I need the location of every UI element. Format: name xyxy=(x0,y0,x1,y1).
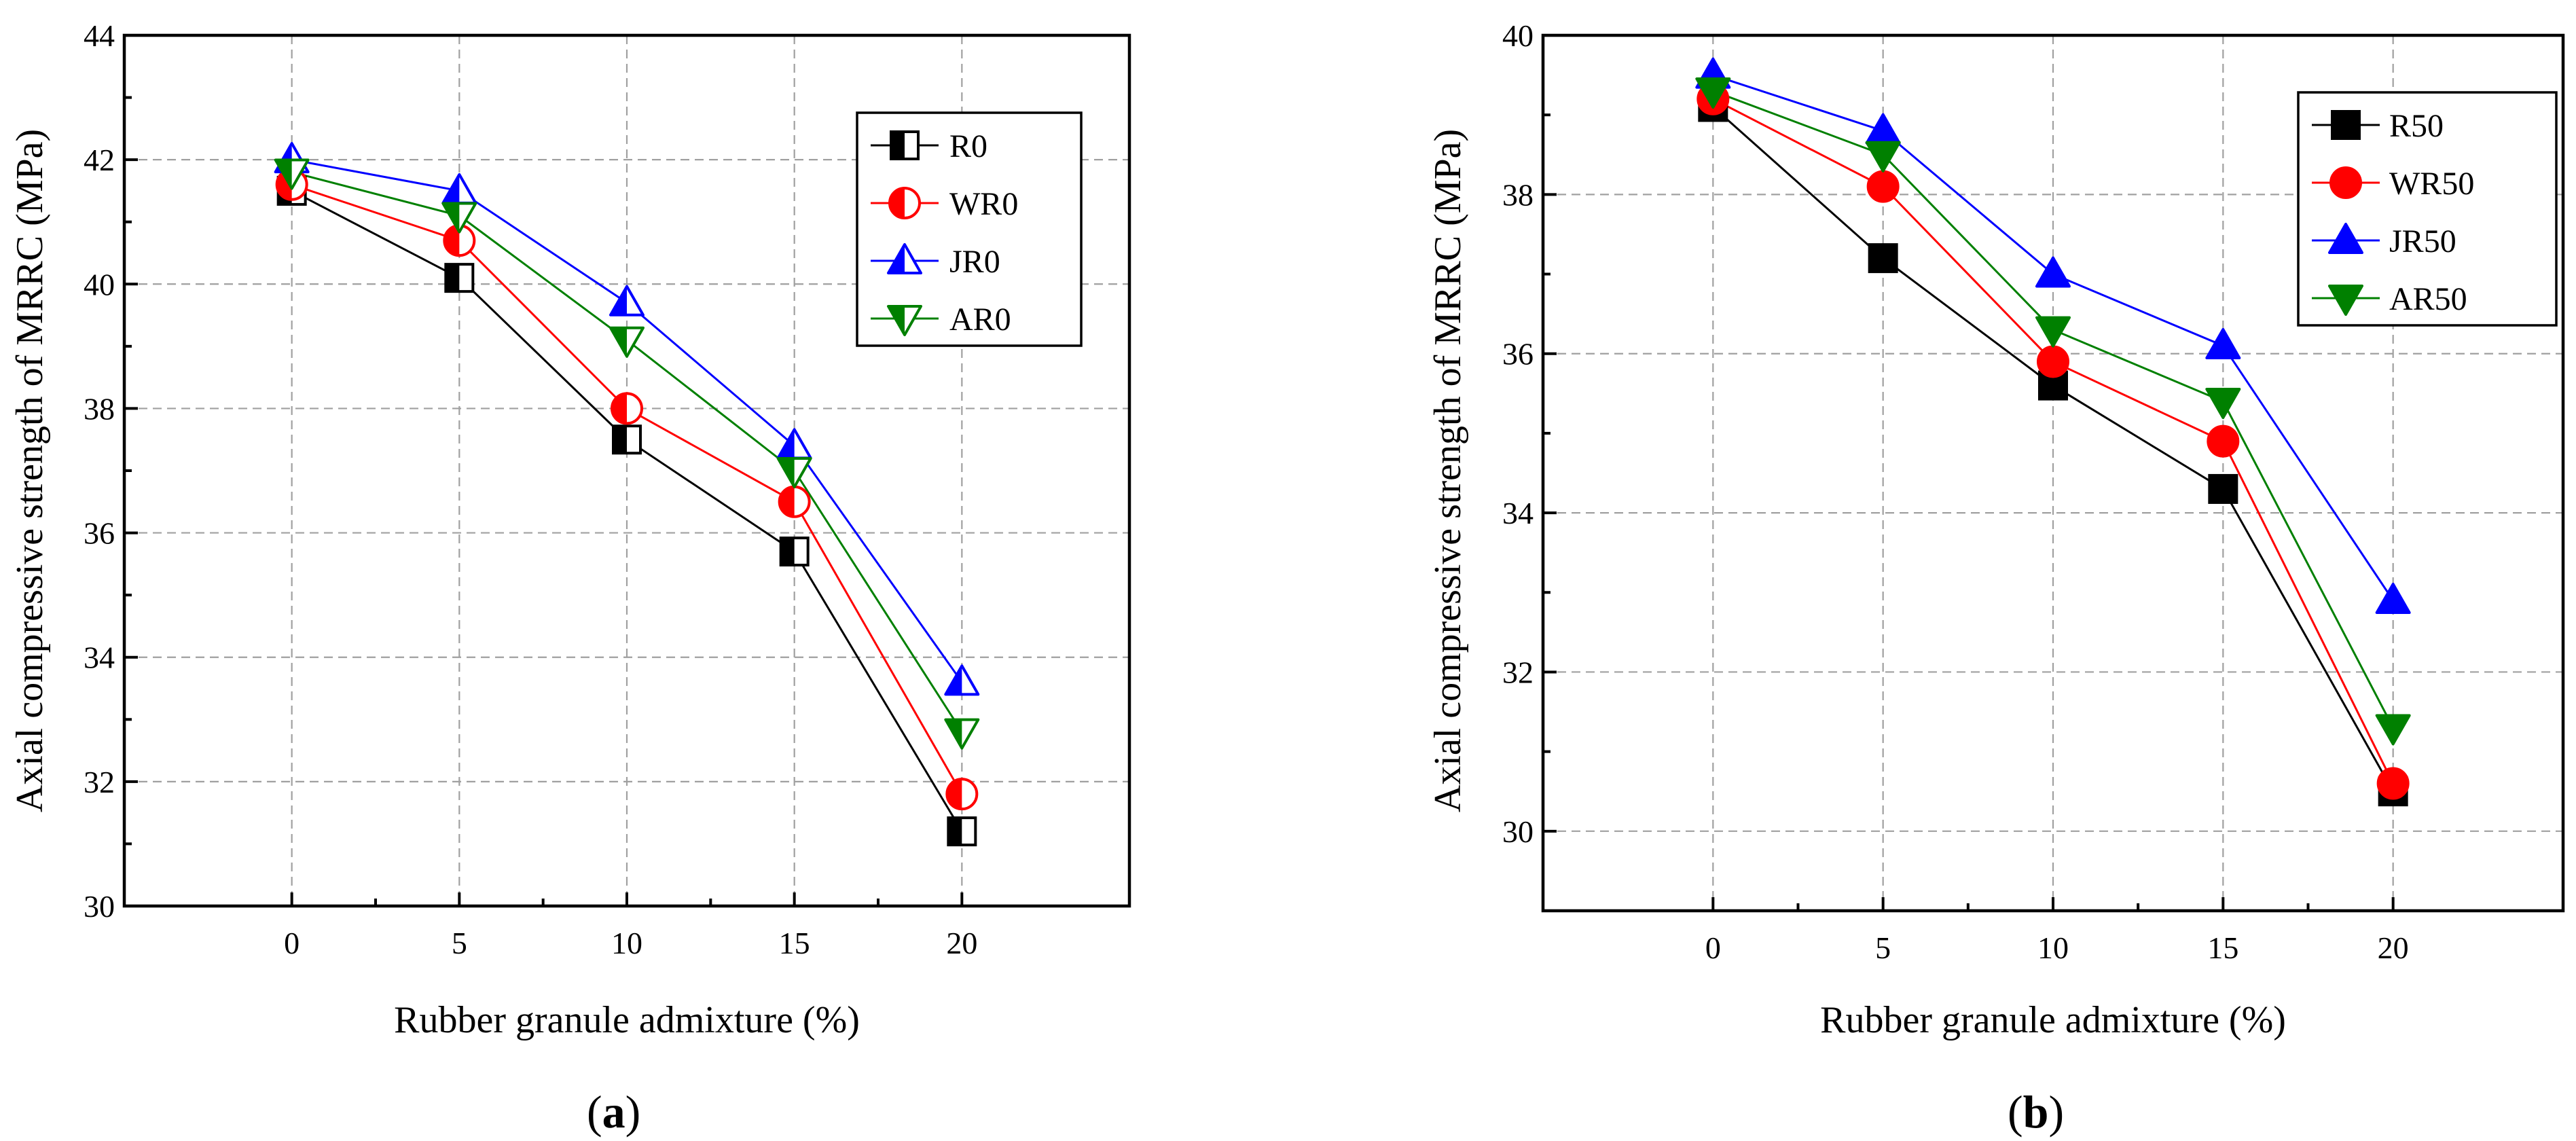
x-tick-label: 15 xyxy=(2207,930,2238,965)
legend-marker-WR50 xyxy=(2329,166,2362,199)
data-point-JR0 xyxy=(944,664,980,696)
x-tick-label: 0 xyxy=(1705,930,1721,965)
data-point-R50 xyxy=(1868,243,1898,274)
data-point-AR0 xyxy=(944,718,980,750)
data-point-AR50 xyxy=(2205,388,2241,420)
legend-label-JR50: JR50 xyxy=(2389,223,2456,259)
y-tick-label: 30 xyxy=(84,889,115,924)
data-point-JR0 xyxy=(609,285,645,316)
panel-caption-a: (a) xyxy=(587,1086,640,1138)
data-point-R0 xyxy=(779,537,810,567)
data-point-R0 xyxy=(947,816,977,847)
legend-entries: R50 WR50 JR50 AR50 xyxy=(2312,108,2474,317)
data-point-WR50 xyxy=(2207,424,2240,458)
data-point-AR50 xyxy=(2035,316,2071,348)
x-tick-label: 5 xyxy=(452,926,467,960)
legend-marker-AR50 xyxy=(2328,285,2363,316)
x-tick-label: 15 xyxy=(779,926,810,960)
legend-marker-AR0 xyxy=(887,305,922,336)
y-tick-label: 34 xyxy=(84,640,115,675)
data-point-WR0 xyxy=(611,392,643,425)
y-tick-label: 42 xyxy=(84,143,115,177)
data-point-R50 xyxy=(2208,473,2238,504)
x-tick-label: 5 xyxy=(1875,930,1891,965)
data-point-WR0 xyxy=(778,485,811,518)
panel-label-a: a xyxy=(602,1086,625,1138)
legend-label-AR50: AR50 xyxy=(2389,281,2467,317)
legend-label-WR0: WR0 xyxy=(949,186,1018,222)
data-point-JR50 xyxy=(1865,113,1901,145)
y-axis-label: Axial compressive strength of MRRC (MPa) xyxy=(9,129,51,812)
series-group xyxy=(1695,57,2411,807)
legend-label-WR50: WR50 xyxy=(2389,166,2474,202)
y-tick-label: 34 xyxy=(1502,496,1534,530)
legend: R0 WR0 JR0 AR0 xyxy=(856,111,1083,347)
panel-caption-b: (b) xyxy=(2008,1086,2064,1138)
y-tick-label: 38 xyxy=(84,391,115,426)
data-point-JR50 xyxy=(2205,328,2241,360)
data-point-R0 xyxy=(444,263,475,293)
legend-label-JR0: JR0 xyxy=(949,244,1000,280)
y-tick-label: 36 xyxy=(84,516,115,551)
legend-label-AR0: AR0 xyxy=(949,302,1011,338)
data-point-AR0 xyxy=(776,457,812,488)
chart-panel-a: 0 5 10 15 20 30 32 34 36 38 40 42 44 Rubber granule … xyxy=(9,18,1131,1138)
legend-marker-JR50 xyxy=(2328,223,2363,254)
legend-marker-JR0 xyxy=(887,243,922,274)
axis-ticks: 0 5 10 15 20 30 32 34 36 38 40 42 44 xyxy=(84,18,977,960)
x-tick-label: 10 xyxy=(2037,930,2069,965)
legend-marker-R0 xyxy=(890,130,920,160)
data-point-JR0 xyxy=(776,428,812,460)
x-axis-label: Rubber granule admixture (%) xyxy=(394,999,860,1041)
legend-label-R50: R50 xyxy=(2389,108,2444,144)
data-point-JR50 xyxy=(2375,582,2411,614)
data-point-R0 xyxy=(612,424,642,455)
data-point-JR50 xyxy=(2035,256,2071,288)
data-point-WR50 xyxy=(1866,170,1900,203)
data-point-AR0 xyxy=(441,202,477,234)
y-tick-label: 44 xyxy=(84,18,115,53)
x-axis-label: Rubber granule admixture (%) xyxy=(1820,999,2286,1041)
y-tick-label: 40 xyxy=(1502,18,1534,53)
data-point-AR50 xyxy=(1695,77,1731,109)
y-tick-label: 30 xyxy=(1502,814,1534,849)
legend-entries: R0 WR0 JR0 AR0 xyxy=(871,128,1018,338)
data-point-WR0 xyxy=(945,778,979,811)
legend-marker-WR0 xyxy=(888,187,921,219)
axis-ticks: 0 5 10 15 20 30 32 34 36 38 40 xyxy=(1502,18,2409,965)
legend-marker-R50 xyxy=(2331,110,2361,140)
x-tick-label: 20 xyxy=(2378,930,2409,965)
y-tick-label: 32 xyxy=(1502,655,1534,689)
x-tick-label: 10 xyxy=(611,926,642,960)
data-point-AR0 xyxy=(609,326,645,358)
data-point-WR50 xyxy=(2376,767,2410,800)
y-tick-label: 36 xyxy=(1502,337,1534,372)
y-tick-label: 32 xyxy=(84,765,115,799)
data-point-AR50 xyxy=(1865,141,1901,173)
y-tick-label: 40 xyxy=(84,267,115,302)
data-point-WR50 xyxy=(2037,345,2069,378)
y-tick-label: 38 xyxy=(1502,177,1534,212)
panel-label-b: b xyxy=(2023,1086,2049,1138)
data-point-AR50 xyxy=(2375,714,2411,746)
y-axis-label: Axial compressive strength of MRRC (MPa) xyxy=(1427,129,1469,812)
x-tick-label: 0 xyxy=(284,926,300,960)
series-group xyxy=(274,142,980,847)
data-point-AR0 xyxy=(274,158,310,190)
chart-panel-b: 0 5 10 15 20 30 32 34 36 38 40 Rubber granule admi… xyxy=(1427,18,2565,1138)
x-tick-label: 20 xyxy=(946,926,977,960)
legend: R50 WR50 JR50 AR50 xyxy=(2297,91,2558,327)
legend-label-R0: R0 xyxy=(949,128,987,164)
